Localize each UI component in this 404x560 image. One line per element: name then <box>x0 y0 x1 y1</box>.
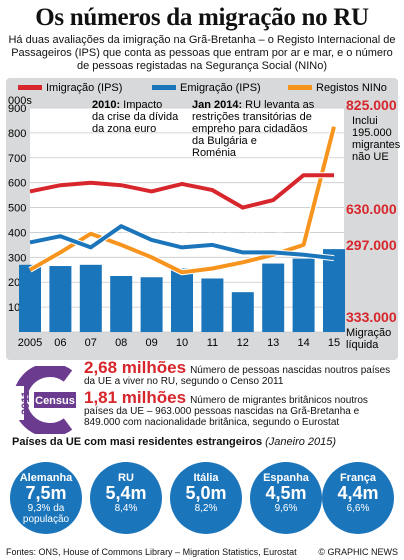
footer: Fontes: ONS, House of Commons Library – … <box>6 547 398 557</box>
legend-swatch <box>18 85 42 90</box>
net-migration-bar <box>231 292 254 332</box>
census-stat-2: 1,81 milhões Número de migrantes britânic… <box>84 389 396 428</box>
census-year: 2011 <box>20 391 32 415</box>
net-migration-bar <box>110 276 133 332</box>
y-tick-label: 900 <box>8 103 26 115</box>
annotation-2010: 2010: Impacto da crise da dívida da zona eu… <box>92 99 179 135</box>
y-tick-label: 400 <box>8 227 26 239</box>
legend-label: Imigração (IPS) <box>46 82 122 94</box>
country-pct: 9,3% da população <box>22 503 70 525</box>
country-value: 5,0m <box>185 483 227 503</box>
net-migration-bar <box>262 263 285 332</box>
footer-sources: Fontes: ONS, House of Commons Library – … <box>6 547 297 557</box>
countries-title: Países da UE com masi residentes estrang… <box>12 436 337 448</box>
country-circle: Espanha 4,5m 9,6% <box>250 462 322 534</box>
y-axis-label: 000s <box>8 95 32 107</box>
net-migration-bar <box>79 264 102 332</box>
x-tick-label: 2005 <box>18 337 42 349</box>
x-tick-label: 14 <box>297 337 309 349</box>
census-section: 2011 Census 2,68 milhões Número de pessoa… <box>0 359 404 436</box>
liquida-label: Migração líquida <box>346 327 391 351</box>
net-migration-bar <box>292 258 315 332</box>
y-tick-label: 300 <box>8 252 26 264</box>
x-tick-label: 15 <box>328 337 340 349</box>
intro-text: Há duas avaliações da imigração na Grã-B… <box>8 34 396 72</box>
country-name: RU <box>118 472 134 484</box>
country-circle: Alemanha 7,5m 9,3% da população <box>10 462 82 534</box>
footer-credit: © GRAPHIC NEWS <box>318 547 398 557</box>
legend-label: Emigração (IPS) <box>180 82 261 94</box>
country-circle: Itália 5,0m 8,2% <box>170 462 242 534</box>
net-migration-bar <box>201 278 224 332</box>
page-title: Os números da migração no RU <box>35 4 369 31</box>
nino-end-value: 825.000 <box>346 97 397 113</box>
country-value: 4,4m <box>337 483 379 503</box>
country-circle: RU 5,4m 8,4% <box>90 462 162 534</box>
countries-row: Alemanha 7,5m 9,3% da população RU 5,4m … <box>0 450 404 546</box>
census-label: Census <box>35 395 75 407</box>
legend-swatch <box>152 85 176 90</box>
emigracao-end-value: 297.000 <box>346 237 397 253</box>
y-tick-label: 500 <box>8 203 26 215</box>
x-tick-label: 06 <box>54 337 66 349</box>
country-name: Itália <box>193 472 219 484</box>
net-migration-bar <box>323 249 345 332</box>
legend-label: Registos NINo <box>316 82 387 94</box>
country-circle: França 4,4m 6,6% <box>322 462 394 534</box>
liquida-end-value: 333.000 <box>346 309 397 325</box>
x-tick-label: 09 <box>145 337 157 349</box>
country-name: Alemanha <box>19 472 73 484</box>
net-migration-bar <box>19 264 41 332</box>
nino-note: Inclui 195.000 migrantes não UE <box>352 115 401 163</box>
x-tick-label: 08 <box>115 337 127 349</box>
x-tick-label: 12 <box>237 337 249 349</box>
legend-swatch <box>288 85 312 90</box>
country-value: 5,4m <box>105 483 147 503</box>
x-tick-label: 13 <box>267 337 279 349</box>
net-migration-bar <box>171 268 193 332</box>
net-migration-bar <box>49 266 72 332</box>
country-pct: 6,6% <box>346 503 370 514</box>
stat2-text: Número de migrantes britânicos noutros p… <box>84 395 368 428</box>
stat1-text: Número de pessoas nascidas noutros paíse… <box>84 365 391 387</box>
country-name: França <box>339 472 377 484</box>
x-tick-label: 10 <box>176 337 188 349</box>
stat2-value: 1,81 milhões <box>84 388 187 407</box>
country-name: Espanha <box>263 472 309 484</box>
annotation-2014: Jan 2014: RU levanta as restrições transit… <box>192 99 315 159</box>
country-pct: 8,4% <box>114 503 138 514</box>
series-line <box>29 224 335 261</box>
net-migration-bar <box>140 277 163 332</box>
series-line <box>29 173 334 210</box>
y-tick-label: 600 <box>8 178 26 190</box>
y-tick-label: 700 <box>8 153 26 165</box>
country-value: 4,5m <box>265 483 307 503</box>
x-tick-label: 11 <box>207 337 218 349</box>
country-pct: 9,6% <box>274 503 298 514</box>
countries-date: (Janeiro 2015) <box>265 436 337 448</box>
imigracao-end-value: 630.000 <box>346 201 397 217</box>
country-pct: 8,2% <box>194 503 218 514</box>
stat1-value: 2,68 milhões <box>84 358 187 377</box>
migration-chart: Imigração (IPS) Emigração (IPS) Registos N… <box>6 78 401 360</box>
x-tick-label: 07 <box>85 337 97 349</box>
census-stat-1: 2,68 milhões Número de pessoas nascidas n… <box>84 359 396 387</box>
country-value: 7,5m <box>25 483 67 503</box>
y-tick-label: 800 <box>8 128 26 140</box>
census-logo-icon: 2011 Census <box>8 366 76 434</box>
